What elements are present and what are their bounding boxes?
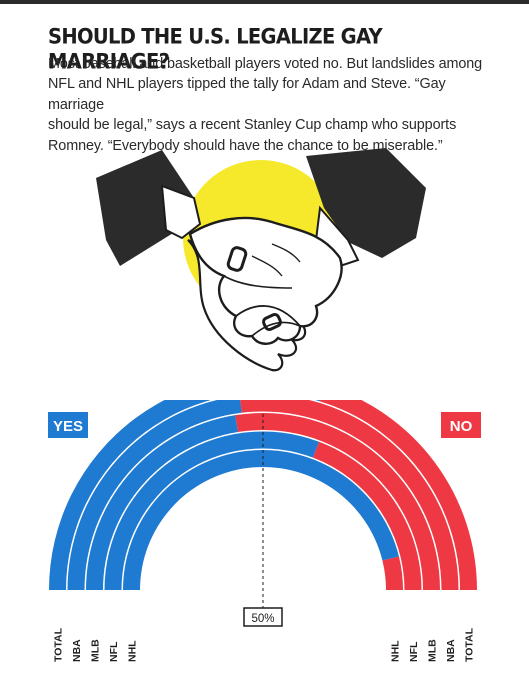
intro-line: Most baseball and basketball players vot…: [48, 56, 483, 72]
yes-value-nhl: 92.3%: [127, 592, 139, 622]
yes-arc-nfl: [104, 431, 320, 590]
upper-hand: [188, 216, 343, 345]
yes-value-nfl: 61.5%: [108, 592, 120, 622]
category-label-right-nba: NBA: [445, 639, 457, 662]
left-sleeve: [96, 150, 194, 266]
wedding-ring: [262, 312, 282, 332]
finger-line: [223, 275, 293, 289]
yes-arc-nba: [67, 400, 242, 590]
page-title: SHOULD THE U.S. LEGALIZE GAY MARRIAGE?: [48, 24, 383, 74]
midpoint-label: 50%: [251, 613, 274, 625]
category-label-right-total: TOTAL: [464, 627, 476, 662]
no-value-nfl: 38.5%: [408, 592, 420, 622]
no-badge: [441, 412, 481, 438]
results-chart: YES NO 50% 59.3% 40.7% TOTAL TOTAL 46.2% 53.8…: [48, 400, 481, 662]
finger-line: [235, 305, 301, 327]
no-arc-nfl: [313, 441, 422, 590]
yes-value-total: 59.3%: [53, 592, 65, 622]
no-value-nba: 53.8%: [445, 592, 457, 622]
category-label-left-nfl: NFL: [108, 641, 120, 662]
category-label-right-mlb: MLB: [427, 639, 439, 662]
no-value-nhl: 7.7%: [390, 597, 402, 622]
category-label-left-total: TOTAL: [53, 627, 65, 662]
no-value-mlb: 55.0%: [427, 592, 439, 622]
intro-text: Most baseball and basketball players vot…: [48, 54, 488, 156]
left-cuff: [160, 184, 202, 240]
no-value-total: 40.7%: [464, 592, 476, 622]
knuckle-line: [251, 255, 283, 277]
yes-badge: [48, 412, 88, 438]
category-label-right-nhl: NHL: [390, 640, 402, 662]
yes-arc-mlb: [86, 415, 238, 590]
no-label: NO: [450, 418, 473, 435]
top-rule: [0, 0, 529, 4]
midpoint-box: [243, 607, 283, 627]
right-cuff: [314, 205, 360, 268]
yes-label: YES: [53, 418, 83, 435]
yes-arc-total: [49, 400, 321, 590]
yes-value-nba: 46.2%: [71, 592, 83, 622]
intro-line: NFL and NHL players tipped the tally for…: [48, 76, 446, 113]
no-arc-nba: [240, 400, 459, 590]
intro-line: should be legal,” says a recent Stanley …: [48, 117, 457, 134]
wedding-ring: [226, 246, 248, 272]
category-label-right-nfl: NFL: [408, 641, 420, 662]
knuckle-line: [271, 243, 301, 263]
category-label-left-nba: NBA: [71, 639, 83, 662]
intro-line: Romney. “Everybody should have the chanc…: [48, 137, 443, 154]
no-arc-total: [319, 400, 477, 590]
no-arc-mlb: [235, 413, 440, 590]
handshake-illustration: [96, 148, 426, 372]
finger-line: [251, 321, 301, 337]
yes-value-mlb: 45.0%: [90, 592, 102, 622]
no-arc-nhl: [382, 556, 404, 590]
right-sleeve: [306, 148, 426, 258]
category-label-left-mlb: MLB: [90, 639, 102, 662]
category-label-left-nhl: NHL: [127, 640, 139, 662]
yes-arc-nhl: [123, 449, 399, 590]
